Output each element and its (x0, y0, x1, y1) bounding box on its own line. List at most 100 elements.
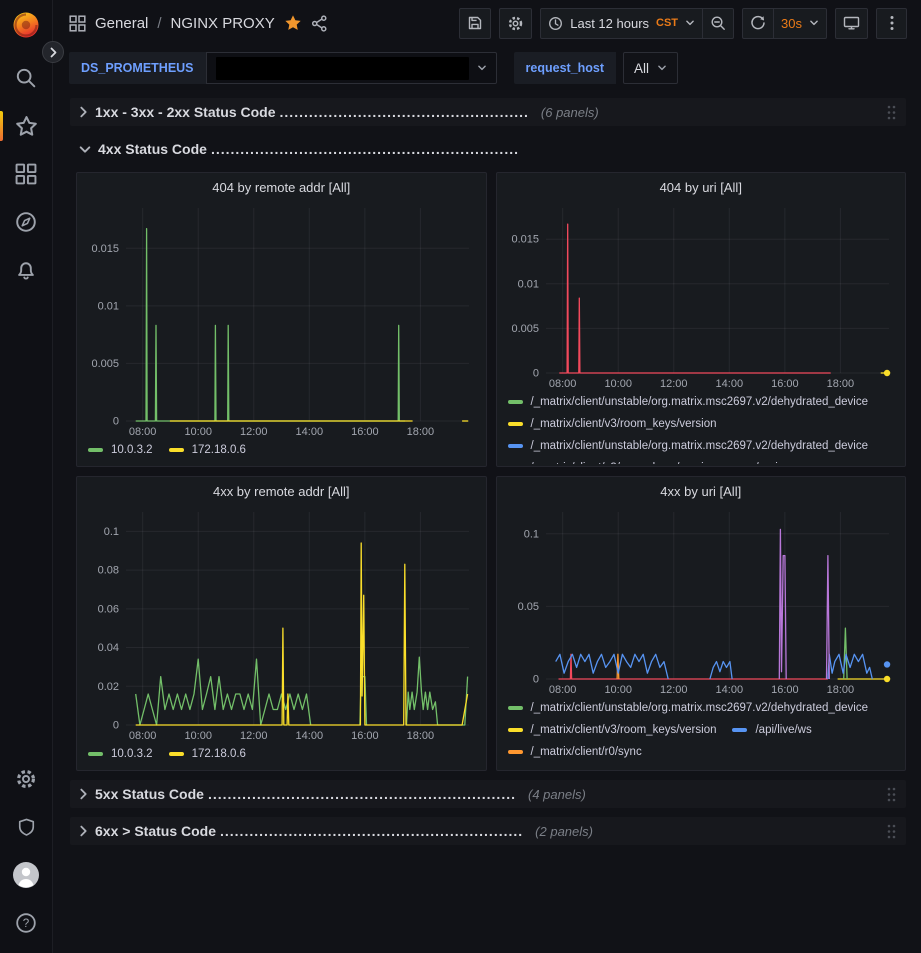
panel-title[interactable]: 404 by uri [All] (506, 178, 897, 200)
svg-text:10:00: 10:00 (184, 426, 212, 438)
search-icon[interactable] (0, 54, 53, 102)
panel-4xx-by-uri[interactable]: 4xx by uri [All] 00.050.108:0010:0012:00… (496, 476, 907, 771)
sidebar-expand-button[interactable] (42, 41, 64, 63)
panel-title[interactable]: 404 by remote addr [All] (86, 178, 477, 200)
variable-label-datasource[interactable]: DS_PROMETHEUS (69, 52, 206, 84)
time-range-group: Last 12 hours CST (540, 8, 734, 39)
svg-text:14:00: 14:00 (296, 426, 324, 438)
variable-label-request-host[interactable]: request_host (514, 52, 617, 84)
legend-item[interactable]: /sw.js (732, 460, 783, 464)
chevron-down-icon (809, 19, 819, 27)
svg-text:0.015: 0.015 (511, 234, 539, 246)
refresh-button[interactable] (742, 8, 774, 39)
legend-swatch (508, 444, 523, 448)
breadcrumb-section[interactable]: General (95, 15, 148, 32)
legend-item[interactable]: /_matrix/client/r0/sync (508, 744, 642, 759)
legend-swatch (169, 752, 184, 756)
star-filled-icon[interactable] (284, 14, 302, 32)
legend-item[interactable]: 172.18.0.6 (169, 442, 246, 457)
legend-item[interactable]: /_matrix/client/unstable/org.matrix.msc2… (508, 700, 869, 715)
row-drag-handle[interactable] (886, 823, 897, 840)
legend-item[interactable]: /_matrix/client/v3/room_keys/version (508, 416, 717, 431)
svg-text:0: 0 (113, 416, 119, 428)
sidebar: ? (0, 0, 53, 953)
variable-value-request-host[interactable]: All (623, 52, 678, 84)
svg-text:0.06: 0.06 (98, 603, 119, 615)
svg-text:14:00: 14:00 (715, 684, 743, 696)
legend-item[interactable]: /_matrix/client/v3/room_keys/version (508, 460, 717, 464)
dashboard-settings-button[interactable] (499, 8, 532, 39)
svg-text:0: 0 (113, 720, 119, 732)
legend-item[interactable]: /_matrix/client/v3/room_keys/version (508, 722, 717, 737)
panel-chart[interactable]: 00.0050.010.01508:0010:0012:0014:0016:00… (86, 200, 477, 438)
legend-item[interactable]: 172.18.0.6 (169, 746, 246, 761)
sidebar-item-alerting[interactable] (0, 246, 53, 294)
legend-swatch (508, 400, 523, 404)
sidebar-item-configuration[interactable] (0, 755, 53, 803)
legend-label: /_matrix/client/v3/room_keys/version (531, 724, 717, 736)
panel-chart[interactable]: 00.020.040.060.080.108:0010:0012:0014:00… (86, 504, 477, 742)
svg-text:16:00: 16:00 (771, 378, 799, 390)
row-title[interactable]: 1xx - 3xx - 2xx Status Code (95, 104, 276, 120)
legend-swatch (508, 422, 523, 426)
row-panel-count: (6 panels) (541, 105, 599, 120)
svg-text:10:00: 10:00 (604, 378, 632, 390)
panel-chart[interactable]: 00.050.108:0010:0012:0014:0016:0018:00 (506, 504, 897, 696)
legend-item[interactable]: /_matrix/client/unstable/org.matrix.msc2… (508, 438, 869, 453)
sidebar-item-starred[interactable] (0, 102, 53, 150)
svg-text:12:00: 12:00 (240, 730, 268, 742)
panel-legend: /_matrix/client/unstable/org.matrix.msc2… (506, 696, 897, 768)
legend-label: /_matrix/client/v3/room_keys/version (531, 462, 717, 465)
kebab-menu-button[interactable] (876, 8, 907, 39)
panel-404-by-uri[interactable]: 404 by uri [All] 00.0050.010.01508:0010:… (496, 172, 907, 467)
svg-text:0.01: 0.01 (98, 300, 119, 312)
legend-item[interactable]: /_matrix/client/unstable/org.matrix.msc2… (508, 394, 869, 409)
legend-swatch (88, 448, 103, 452)
chevron-right-icon (79, 106, 88, 118)
datasource-value-redacted (216, 57, 469, 80)
row-6xx[interactable]: 6xx > Status Code ......................… (70, 817, 906, 845)
row-4xx[interactable]: 4xx Status Code ........................… (70, 135, 906, 163)
legend-item[interactable]: /api/live/ws (732, 722, 811, 737)
row-drag-handle[interactable] (886, 104, 897, 121)
panel-title[interactable]: 4xx by uri [All] (506, 482, 897, 504)
sidebar-item-dashboards[interactable] (0, 150, 53, 198)
row-drag-handle[interactable] (886, 786, 897, 803)
sidebar-item-server-admin[interactable] (0, 803, 53, 851)
chevron-down-icon (79, 145, 91, 154)
svg-text:14:00: 14:00 (296, 730, 324, 742)
row-title[interactable]: 6xx > Status Code (95, 823, 216, 839)
legend-swatch (169, 448, 184, 452)
svg-text:08:00: 08:00 (548, 684, 576, 696)
sidebar-item-explore[interactable] (0, 198, 53, 246)
svg-text:0: 0 (532, 368, 538, 380)
panel-chart[interactable]: 00.0050.010.01508:0010:0012:0014:0016:00… (506, 200, 897, 390)
help-icon[interactable]: ? (0, 899, 53, 947)
row-panel-count: (4 panels) (528, 787, 586, 802)
share-icon[interactable] (311, 15, 328, 32)
breadcrumb-dashboard-title[interactable]: NGINX PROXY (171, 15, 275, 32)
row-5xx[interactable]: 5xx Status Code ........................… (70, 780, 906, 808)
tv-mode-button[interactable] (835, 8, 868, 39)
variable-value-datasource[interactable] (206, 52, 497, 84)
svg-text:0.01: 0.01 (517, 278, 538, 290)
legend-item[interactable]: 10.0.3.2 (88, 746, 153, 761)
save-dashboard-button[interactable] (459, 8, 491, 39)
refresh-interval-picker[interactable]: 30s (774, 8, 827, 39)
zoom-out-time-button[interactable] (703, 8, 734, 39)
clock-icon (548, 16, 563, 31)
svg-text:12:00: 12:00 (240, 426, 268, 438)
panel-404-by-remote-addr[interactable]: 404 by remote addr [All] 00.0050.010.015… (76, 172, 487, 467)
panel-4xx-by-remote-addr[interactable]: 4xx by remote addr [All] 00.020.040.060.… (76, 476, 487, 771)
legend-item[interactable]: 10.0.3.2 (88, 442, 153, 457)
row-title[interactable]: 5xx Status Code (95, 786, 204, 802)
row-title[interactable]: 4xx Status Code (98, 141, 207, 157)
time-range-picker[interactable]: Last 12 hours CST (540, 8, 703, 39)
legend-item[interactable]: /_matrix/client/unstable/org.matrix.msc2… (508, 766, 869, 768)
svg-text:0.005: 0.005 (511, 323, 539, 335)
row-1xx-3xx-2xx[interactable]: 1xx - 3xx - 2xx Status Code ............… (70, 98, 906, 126)
dashboard-variables: DS_PROMETHEUS request_host All (53, 46, 921, 90)
avatar[interactable] (0, 851, 53, 899)
panel-title[interactable]: 4xx by remote addr [All] (86, 482, 477, 504)
grafana-logo[interactable] (11, 10, 41, 40)
